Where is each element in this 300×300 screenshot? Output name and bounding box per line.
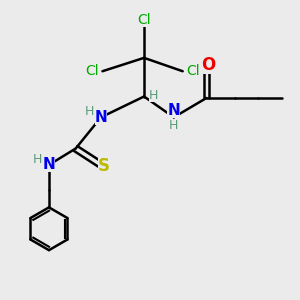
Text: Cl: Cl bbox=[186, 64, 200, 78]
Text: N: N bbox=[94, 110, 107, 125]
Text: H: H bbox=[85, 106, 94, 118]
Text: O: O bbox=[201, 56, 215, 74]
Text: N: N bbox=[43, 158, 55, 172]
Text: Cl: Cl bbox=[85, 64, 99, 78]
Text: S: S bbox=[98, 157, 110, 175]
Text: H: H bbox=[33, 153, 42, 166]
Text: N: N bbox=[167, 103, 180, 118]
Text: Cl: Cl bbox=[137, 13, 151, 27]
Text: H: H bbox=[169, 119, 178, 132]
Text: H: H bbox=[149, 88, 158, 101]
